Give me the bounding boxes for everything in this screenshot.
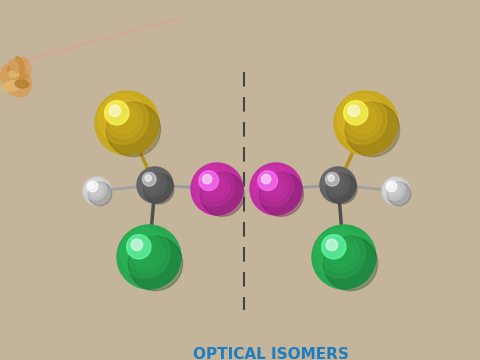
- Circle shape: [388, 183, 401, 195]
- Circle shape: [143, 172, 156, 186]
- Circle shape: [89, 183, 94, 188]
- Circle shape: [202, 174, 226, 198]
- Circle shape: [322, 169, 350, 197]
- Circle shape: [386, 181, 403, 198]
- Circle shape: [200, 172, 244, 216]
- Circle shape: [259, 172, 303, 216]
- Ellipse shape: [21, 58, 31, 75]
- Circle shape: [193, 166, 234, 206]
- Circle shape: [322, 235, 346, 259]
- Circle shape: [388, 183, 393, 188]
- Circle shape: [131, 239, 143, 251]
- Ellipse shape: [15, 57, 24, 71]
- Circle shape: [348, 105, 376, 134]
- Circle shape: [326, 173, 357, 204]
- Circle shape: [145, 175, 151, 181]
- Circle shape: [345, 102, 399, 157]
- Circle shape: [84, 179, 106, 200]
- Circle shape: [387, 182, 411, 206]
- Circle shape: [326, 239, 355, 267]
- Circle shape: [326, 239, 337, 251]
- Ellipse shape: [10, 60, 19, 72]
- Circle shape: [144, 173, 174, 204]
- Circle shape: [142, 172, 164, 194]
- Ellipse shape: [8, 65, 28, 79]
- Circle shape: [261, 174, 285, 198]
- Text: OPTICAL ISOMERS: OPTICAL ISOMERS: [193, 347, 349, 360]
- Ellipse shape: [2, 81, 22, 91]
- Circle shape: [320, 167, 356, 203]
- Ellipse shape: [15, 80, 29, 88]
- Circle shape: [384, 179, 405, 200]
- Circle shape: [109, 105, 120, 117]
- Circle shape: [191, 163, 243, 215]
- Circle shape: [252, 166, 293, 206]
- Circle shape: [105, 100, 129, 125]
- Circle shape: [203, 175, 212, 184]
- Circle shape: [131, 239, 159, 267]
- Circle shape: [88, 182, 112, 206]
- Circle shape: [258, 171, 277, 190]
- Circle shape: [137, 167, 173, 203]
- Circle shape: [104, 100, 143, 138]
- Circle shape: [139, 169, 167, 197]
- Circle shape: [250, 163, 302, 215]
- Circle shape: [325, 172, 339, 186]
- Circle shape: [95, 91, 159, 155]
- Circle shape: [109, 105, 138, 134]
- Circle shape: [120, 228, 170, 278]
- Circle shape: [312, 225, 376, 289]
- Circle shape: [337, 94, 387, 144]
- Circle shape: [334, 91, 398, 155]
- Circle shape: [199, 171, 218, 190]
- Circle shape: [87, 181, 98, 192]
- Ellipse shape: [9, 71, 19, 77]
- Circle shape: [323, 236, 378, 291]
- Circle shape: [98, 94, 148, 144]
- Circle shape: [262, 175, 271, 184]
- Circle shape: [106, 102, 161, 157]
- Circle shape: [386, 181, 397, 192]
- Circle shape: [127, 235, 151, 259]
- Circle shape: [328, 175, 344, 191]
- Circle shape: [328, 175, 335, 181]
- Circle shape: [89, 183, 102, 195]
- Circle shape: [87, 181, 104, 198]
- Circle shape: [315, 228, 365, 278]
- Circle shape: [257, 170, 288, 202]
- Circle shape: [344, 100, 368, 125]
- Circle shape: [145, 175, 161, 191]
- Circle shape: [117, 225, 181, 289]
- Circle shape: [128, 236, 182, 291]
- Circle shape: [83, 177, 111, 205]
- Circle shape: [325, 172, 347, 194]
- Circle shape: [343, 100, 382, 138]
- Circle shape: [348, 105, 360, 117]
- Circle shape: [126, 234, 164, 273]
- Circle shape: [198, 170, 229, 202]
- Circle shape: [382, 177, 410, 205]
- Circle shape: [321, 234, 360, 273]
- Ellipse shape: [0, 63, 31, 97]
